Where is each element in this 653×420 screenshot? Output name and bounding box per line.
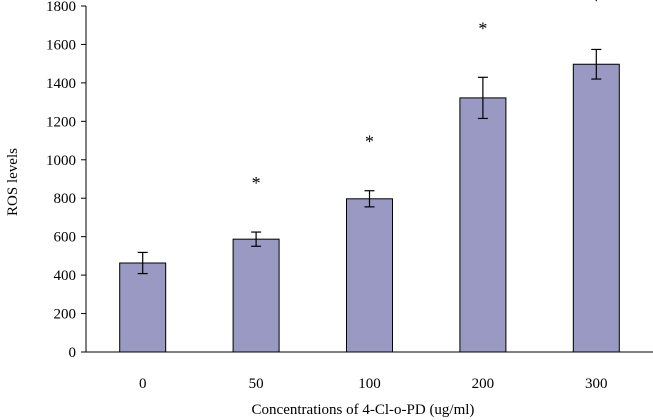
x-tick-label: 200 xyxy=(472,376,495,392)
significance-mark: * xyxy=(592,0,601,10)
y-tick-label: 600 xyxy=(54,230,77,246)
x-tick-label: 0 xyxy=(139,376,147,392)
bar xyxy=(572,63,620,353)
bar xyxy=(346,198,393,353)
bars xyxy=(119,63,620,353)
bar xyxy=(232,238,280,353)
y-tick-label: 400 xyxy=(54,268,77,284)
y-tick-label: 0 xyxy=(69,345,77,361)
y-tick-label: 1000 xyxy=(46,153,76,169)
y-axis: 0 200 400 600 800 1000 1200 1400 1600 1800 xyxy=(46,0,87,361)
y-tick-label: 1600 xyxy=(46,37,76,53)
x-tick-label: 50 xyxy=(249,376,264,392)
significance-mark: * xyxy=(478,18,487,38)
x-tick-label: 300 xyxy=(585,376,608,392)
error-bars xyxy=(137,48,602,275)
y-tick-label: 1800 xyxy=(46,0,76,15)
y-tick-label: 200 xyxy=(54,307,77,323)
y-tick-label: 1200 xyxy=(46,114,76,130)
significance-mark: * xyxy=(252,173,261,193)
y-tick-label: 1400 xyxy=(46,76,76,92)
significance-marks: * * * * xyxy=(252,0,601,193)
x-axis-title: Concentrations of 4-Cl-o-PD (ug/ml) xyxy=(252,402,475,418)
x-axis: 0 50 100 200 300 xyxy=(86,351,653,392)
bar xyxy=(119,262,167,353)
y-tick-label: 800 xyxy=(54,191,77,207)
x-tick-label: 100 xyxy=(358,376,381,392)
y-axis-title: ROS levels xyxy=(5,148,21,216)
bar xyxy=(459,97,507,353)
significance-mark: * xyxy=(365,132,374,152)
